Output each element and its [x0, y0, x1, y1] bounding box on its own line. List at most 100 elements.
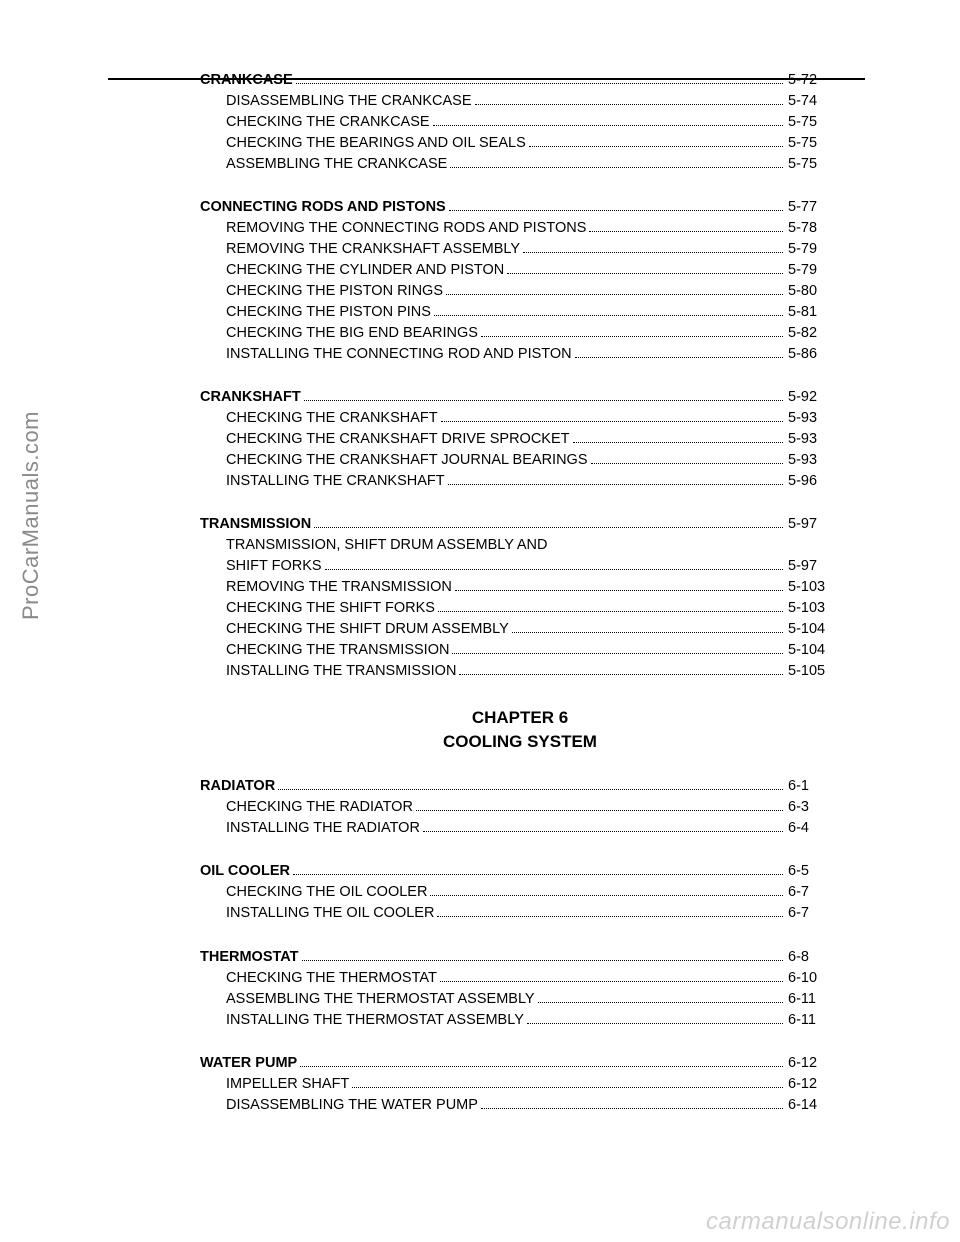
toc-page-number: 5-93 — [788, 450, 840, 471]
toc-label: CHECKING THE RADIATOR — [200, 797, 413, 818]
toc-label: CONNECTING RODS AND PISTONS — [200, 197, 446, 218]
toc-page-number: 6-1 — [788, 776, 840, 797]
toc-page-number: 5-75 — [788, 133, 840, 154]
dot-leader — [591, 463, 784, 464]
toc-label: INSTALLING THE THERMOSTAT ASSEMBLY — [200, 1010, 524, 1031]
toc-item: ASSEMBLING THE THERMOSTAT ASSEMBLY6-11 — [200, 989, 840, 1010]
toc-item: ASSEMBLING THE CRANKCASE5-75 — [200, 154, 840, 175]
toc-page-number: 6-12 — [788, 1074, 840, 1095]
toc-page-number: 5-81 — [788, 302, 840, 323]
toc-label: IMPELLER SHAFT — [200, 1074, 349, 1095]
toc-item: CHECKING THE CRANKSHAFT5-93 — [200, 408, 840, 429]
dot-leader — [448, 484, 783, 485]
toc-label: CHECKING THE SHIFT DRUM ASSEMBLY — [200, 619, 509, 640]
toc-label: TRANSMISSION, SHIFT DRUM ASSEMBLY AND — [200, 535, 547, 556]
dot-leader — [449, 210, 783, 211]
dot-leader — [452, 653, 783, 654]
toc-item: CHECKING THE CYLINDER AND PISTON5-79 — [200, 260, 840, 281]
toc-label: CHECKING THE OIL COOLER — [200, 882, 427, 903]
toc-label: CHECKING THE CRANKSHAFT JOURNAL BEARINGS — [200, 450, 588, 471]
toc-label: CHECKING THE PISTON PINS — [200, 302, 431, 323]
toc-section: CONNECTING RODS AND PISTONS5-77REMOVING … — [200, 197, 840, 365]
toc-page-number: 6-3 — [788, 797, 840, 818]
toc-page-number: 6-5 — [788, 861, 840, 882]
toc-item: CHECKING THE PISTON RINGS5-80 — [200, 281, 840, 302]
toc-section: WATER PUMP 6-12IMPELLER SHAFT 6-12DISASSEM… — [200, 1053, 840, 1116]
dot-leader — [293, 874, 783, 875]
chapter-number: CHAPTER 6 — [200, 708, 840, 728]
dot-leader — [300, 1066, 783, 1067]
toc-label: INSTALLING THE OIL COOLER — [200, 903, 434, 924]
dot-leader — [440, 981, 783, 982]
dot-leader — [423, 831, 783, 832]
toc-item: CHECKING THE THERMOSTAT6-10 — [200, 968, 840, 989]
toc-section-head: CONNECTING RODS AND PISTONS5-77 — [200, 197, 840, 218]
side-watermark: ProCarManuals.com — [18, 411, 44, 620]
dot-leader — [314, 527, 783, 528]
toc-label: WATER PUMP — [200, 1053, 297, 1074]
dot-leader — [416, 810, 783, 811]
toc-label: CRANKCASE — [200, 70, 293, 91]
toc-page-number: 5-79 — [788, 239, 840, 260]
toc-item: DISASSEMBLING THE CRANKCASE5-74 — [200, 91, 840, 112]
toc-label: CHECKING THE SHIFT FORKS — [200, 598, 435, 619]
toc-section: CRANKCASE 5-72DISASSEMBLING THE CRANKCASE… — [200, 70, 840, 175]
toc-page-number: 6-8 — [788, 947, 840, 968]
toc-label: CHECKING THE CRANKSHAFT DRIVE SPROCKET — [200, 429, 570, 450]
toc-label: INSTALLING THE CONNECTING ROD AND PISTON — [200, 344, 572, 365]
dot-leader — [296, 83, 783, 84]
dot-leader — [575, 357, 783, 358]
toc-item: INSTALLING THE OIL COOLER 6-7 — [200, 903, 840, 924]
dot-leader — [446, 294, 783, 295]
toc-page-number: 5-79 — [788, 260, 840, 281]
toc-page: CRANKCASE 5-72DISASSEMBLING THE CRANKCASE… — [200, 70, 840, 1138]
toc-label: CHECKING THE PISTON RINGS — [200, 281, 443, 302]
toc-section-head: THERMOSTAT 6-8 — [200, 947, 840, 968]
toc-page-number: 5-93 — [788, 429, 840, 450]
toc-label: THERMOSTAT — [200, 947, 299, 968]
toc-page-number: 5-96 — [788, 471, 840, 492]
toc-label: TRANSMISSION — [200, 514, 311, 535]
toc-page-number: 6-14 — [788, 1095, 840, 1116]
toc-page-number: 5-104 — [788, 640, 840, 661]
toc-label: DISASSEMBLING THE WATER PUMP — [200, 1095, 478, 1116]
toc-item: SHIFT FORKS5-97 — [200, 556, 840, 577]
bottom-watermark: carmanualsonline.info — [706, 1208, 950, 1236]
toc-label: ASSEMBLING THE THERMOSTAT ASSEMBLY — [200, 989, 535, 1010]
toc-page-number: 6-7 — [788, 903, 840, 924]
toc-label: CRANKSHAFT — [200, 387, 301, 408]
toc-page-number: 6-4 — [788, 818, 840, 839]
dot-leader — [481, 336, 783, 337]
toc-item: CHECKING THE OIL COOLER 6-7 — [200, 882, 840, 903]
toc-page-number: 5-75 — [788, 154, 840, 175]
toc-item: CHECKING THE PISTON PINS 5-81 — [200, 302, 840, 323]
dot-leader — [352, 1087, 783, 1088]
toc-page-number: 6-7 — [788, 882, 840, 903]
toc-label: REMOVING THE TRANSMISSION — [200, 577, 452, 598]
toc-item: CHECKING THE CRANKSHAFT DRIVE SPROCKET 5-… — [200, 429, 840, 450]
dot-leader — [459, 674, 783, 675]
toc-item: CHECKING THE SHIFT DRUM ASSEMBLY5-104 — [200, 619, 840, 640]
toc-page-number: 5-74 — [788, 91, 840, 112]
dot-leader — [512, 632, 783, 633]
toc-item: IMPELLER SHAFT 6-12 — [200, 1074, 840, 1095]
toc-section-head: TRANSMISSION 5-97 — [200, 514, 840, 535]
toc-label: CHECKING THE THERMOSTAT — [200, 968, 437, 989]
toc-page-number: 5-72 — [788, 70, 840, 91]
toc-label: OIL COOLER — [200, 861, 290, 882]
toc-item: INSTALLING THE CRANKSHAFT 5-96 — [200, 471, 840, 492]
toc-item: CHECKING THE CRANKCASE5-75 — [200, 112, 840, 133]
toc-item: INSTALLING THE RADIATOR6-4 — [200, 818, 840, 839]
dot-leader — [438, 611, 783, 612]
dot-leader — [433, 125, 783, 126]
toc-page-number: 5-97 — [788, 514, 840, 535]
toc-label: INSTALLING THE CRANKSHAFT — [200, 471, 445, 492]
toc-item: CHECKING THE BEARINGS AND OIL SEALS5-75 — [200, 133, 840, 154]
toc-item: REMOVING THE CONNECTING RODS AND PISTONS… — [200, 218, 840, 239]
toc-page-number: 5-93 — [788, 408, 840, 429]
dot-leader — [523, 252, 783, 253]
toc-item: CHECKING THE BIG END BEARINGS5-82 — [200, 323, 840, 344]
toc-item: CHECKING THE RADIATOR 6-3 — [200, 797, 840, 818]
toc-item: REMOVING THE CRANKSHAFT ASSEMBLY5-79 — [200, 239, 840, 260]
dot-leader — [527, 1023, 783, 1024]
